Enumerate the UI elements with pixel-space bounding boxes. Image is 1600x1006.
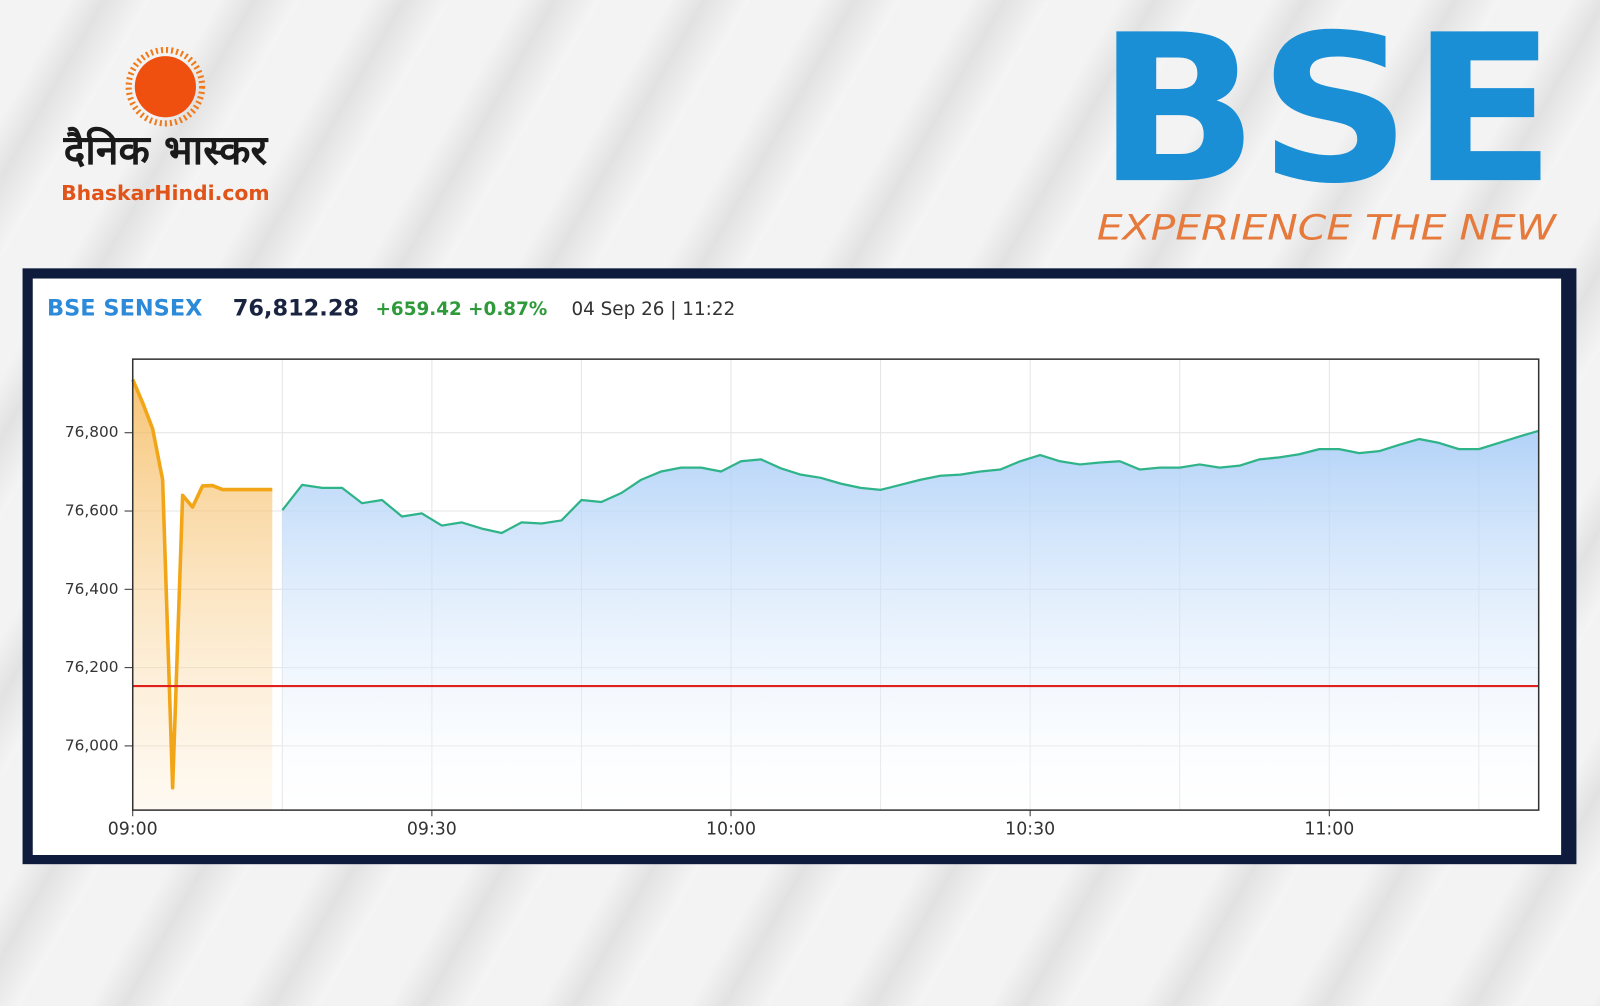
publisher-logo: दैनिक भास्कर BhaskarHindi.com <box>61 46 270 205</box>
exchange-tagline: EXPERIENCE THE NEW <box>1097 209 1558 249</box>
index-name: BSE SENSEX <box>47 296 202 322</box>
plot: 76,000 76,200 76,400 76,600 76,800 09:00 09:30… <box>65 358 1540 839</box>
timestamp: 04 Sep 26 | 11:22 <box>571 299 735 320</box>
x-tick-label: 09:30 <box>407 819 457 839</box>
y-tick-label: 76,600 <box>65 502 119 520</box>
sun <box>134 56 196 118</box>
exchange-logo: BSE EXPERIENCE THE NEW <box>1097 0 1558 249</box>
plot-border <box>131 358 1540 811</box>
y-tick-label: 76,400 <box>65 580 119 598</box>
last-value: 76,812.28 <box>233 296 359 322</box>
line <box>131 378 273 790</box>
x-tick-label: 10:00 <box>706 819 756 839</box>
x-tick-label: 10:30 <box>1005 819 1055 839</box>
y-tick-label: 76,800 <box>65 423 119 441</box>
change: +659.42 +0.87% <box>376 299 548 320</box>
area-fill <box>282 430 1539 811</box>
exchange-wordmark: BSE <box>1097 0 1556 229</box>
area-fill <box>132 379 273 811</box>
y-tick-label: 76,200 <box>65 658 119 676</box>
line <box>281 429 1540 535</box>
publisher-name: दैनिक भास्कर <box>63 126 269 174</box>
y-tick-label: 76,000 <box>65 736 119 754</box>
sun-rays <box>125 46 206 127</box>
publisher-site: BhaskarHindi.com <box>61 181 270 205</box>
x-tick-label: 09:00 <box>108 819 158 839</box>
x-tick-label: 11:00 <box>1304 819 1354 839</box>
